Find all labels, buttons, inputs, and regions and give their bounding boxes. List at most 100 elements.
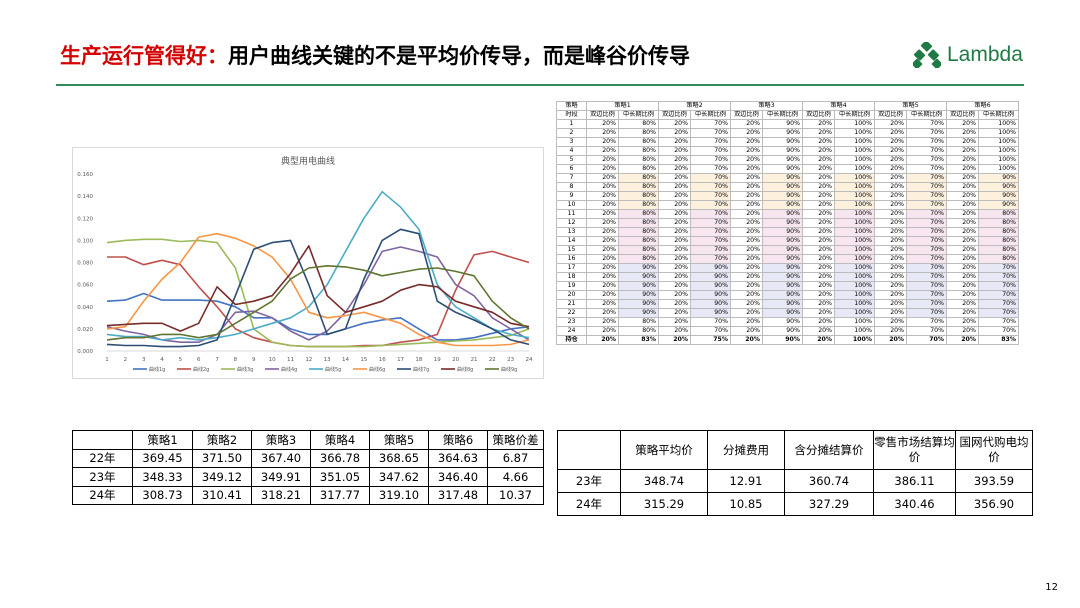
- ratio-cell: 70%: [690, 155, 731, 165]
- ratio-cell: 70%: [906, 236, 947, 246]
- ratio-cell: 20%: [802, 191, 835, 201]
- ratio-cell: 20%: [730, 263, 763, 273]
- ratio-cell: 90%: [762, 263, 803, 273]
- series-line-4: [106, 246, 530, 343]
- chart-title: 典型用电曲线: [281, 155, 335, 167]
- ratio-cell: 90%: [978, 182, 1019, 192]
- legend-label: 曲线1g: [149, 366, 165, 373]
- ratio-cell: 80%: [618, 119, 659, 129]
- ratio-cell: 20%: [946, 245, 979, 255]
- header-cell: 零售市场结算均价: [873, 430, 956, 470]
- ratio-cell: 70%: [690, 326, 731, 336]
- ratio-cell: 20%: [658, 146, 691, 156]
- ratio-cell: 100%: [834, 119, 875, 129]
- ratio-cell: 20%: [658, 236, 691, 246]
- x-tick-label: 7: [215, 357, 219, 363]
- period-cell: 1: [556, 119, 587, 129]
- ratio-cell: 20%: [658, 182, 691, 192]
- company-logo: Lambda: [913, 42, 1023, 68]
- series-line-7: [106, 228, 530, 348]
- ratio-cell: 20%: [730, 164, 763, 174]
- ratio-cell: 100%: [834, 137, 875, 147]
- price-cell: 319.10: [369, 485, 429, 505]
- period-cell: 22: [556, 308, 587, 318]
- ratio-cell: 70%: [690, 191, 731, 201]
- ratio-cell: 80%: [618, 137, 659, 147]
- y-tick-label: 0.060: [77, 283, 93, 289]
- ratio-cell: 20%: [802, 326, 835, 336]
- ratio-cell: 20%: [586, 254, 619, 264]
- table-row: 1 20% 80% 20% 70% 20% 90% 20% 100% 20% 70% 20% 100%: [556, 119, 1019, 129]
- ratio-cell: 100%: [834, 191, 875, 201]
- ratio-cell: 20%: [946, 200, 979, 210]
- ratio-cell: 20%: [802, 155, 835, 165]
- bilateral-ratio-header: 双边比例: [802, 110, 835, 120]
- ratio-cell: 80%: [978, 254, 1019, 264]
- ratio-cell: 90%: [618, 299, 659, 309]
- ratio-cell: 100%: [834, 200, 875, 210]
- x-tick-label: 21: [470, 357, 477, 363]
- title-highlight: 生产运行管得好：: [60, 44, 228, 68]
- price-cell: 366.78: [310, 448, 370, 468]
- year-cell: 23年: [557, 469, 621, 493]
- ratio-cell: 20%: [586, 146, 619, 156]
- ratio-cell: 80%: [618, 191, 659, 201]
- ratio-cell: 90%: [762, 137, 803, 147]
- header-cell: 策略6: [428, 430, 488, 450]
- ratio-cell: 90%: [762, 146, 803, 156]
- ratio-cell: 70%: [906, 254, 947, 264]
- ratio-cell: 70%: [690, 182, 731, 192]
- ratio-cell: 20%: [586, 209, 619, 219]
- ratio-cell: 100%: [834, 299, 875, 309]
- ratio-cell: 90%: [618, 263, 659, 273]
- ratio-cell: 20%: [730, 290, 763, 300]
- ratio-cell: 20%: [586, 317, 619, 327]
- ratio-cell: 90%: [762, 164, 803, 174]
- title-main: 用户曲线关键的不是平均价传导，而是峰谷价传导: [228, 44, 690, 68]
- header-cell: 策略3: [251, 430, 311, 450]
- ratio-cell: 90%: [762, 209, 803, 219]
- series-line-9: [106, 265, 530, 341]
- period-cell: 20: [556, 290, 587, 300]
- ratio-cell: 20%: [946, 326, 979, 336]
- price-cell: 349.12: [192, 467, 252, 487]
- ratio-cell: 20%: [946, 128, 979, 138]
- ratio-cell: 20%: [658, 281, 691, 291]
- period-cell: 4: [556, 146, 587, 156]
- table-row: 24年 315.29 10.85 327.29 340.46 356.90: [557, 492, 1033, 516]
- ratio-cell: 100%: [834, 254, 875, 264]
- strategy-header-cell: 策略1: [586, 101, 659, 111]
- ratio-cell: 20%: [658, 272, 691, 282]
- price-cell: 367.40: [251, 448, 311, 468]
- page-title: 生产运行管得好：用户曲线关键的不是平均价传导，而是峰谷价传导: [60, 40, 690, 70]
- series-line-6: [106, 232, 530, 347]
- ratio-cell: 100%: [834, 173, 875, 183]
- ratio-cell: 90%: [762, 308, 803, 318]
- ratio-cell: 20%: [586, 137, 619, 147]
- total-label: 持仓: [556, 335, 587, 345]
- price-cell: 6.87: [487, 448, 544, 468]
- x-tick-label: 4: [160, 357, 164, 363]
- ratio-cell: 20%: [802, 128, 835, 138]
- ratio-cell: 20%: [946, 191, 979, 201]
- ratio-cell: 20%: [730, 146, 763, 156]
- table-row: 20 20% 90% 20% 90% 20% 90% 20% 100% 20% 70% 20% 70%: [556, 290, 1019, 300]
- ratio-cell: 20%: [874, 317, 907, 327]
- x-tick-label: 1: [105, 357, 109, 363]
- price-cell: 10.85: [707, 492, 785, 516]
- ratio-cell: 20%: [874, 254, 907, 264]
- longterm-ratio-header: 中长期比例: [834, 110, 875, 120]
- header-cell: 策略1: [132, 430, 193, 450]
- ratio-cell: 80%: [978, 218, 1019, 228]
- x-tick-label: 18: [415, 357, 422, 363]
- ratio-cell: 20%: [874, 290, 907, 300]
- ratio-cell: 90%: [762, 254, 803, 264]
- total-cell: 75%: [690, 335, 731, 345]
- period-cell: 12: [556, 218, 587, 228]
- ratio-cell: 90%: [978, 191, 1019, 201]
- ratio-cell: 90%: [762, 317, 803, 327]
- total-cell: 20%: [946, 335, 979, 345]
- total-cell: 20%: [802, 335, 835, 345]
- x-tick-label: 9: [252, 357, 256, 363]
- period-cell: 7: [556, 173, 587, 183]
